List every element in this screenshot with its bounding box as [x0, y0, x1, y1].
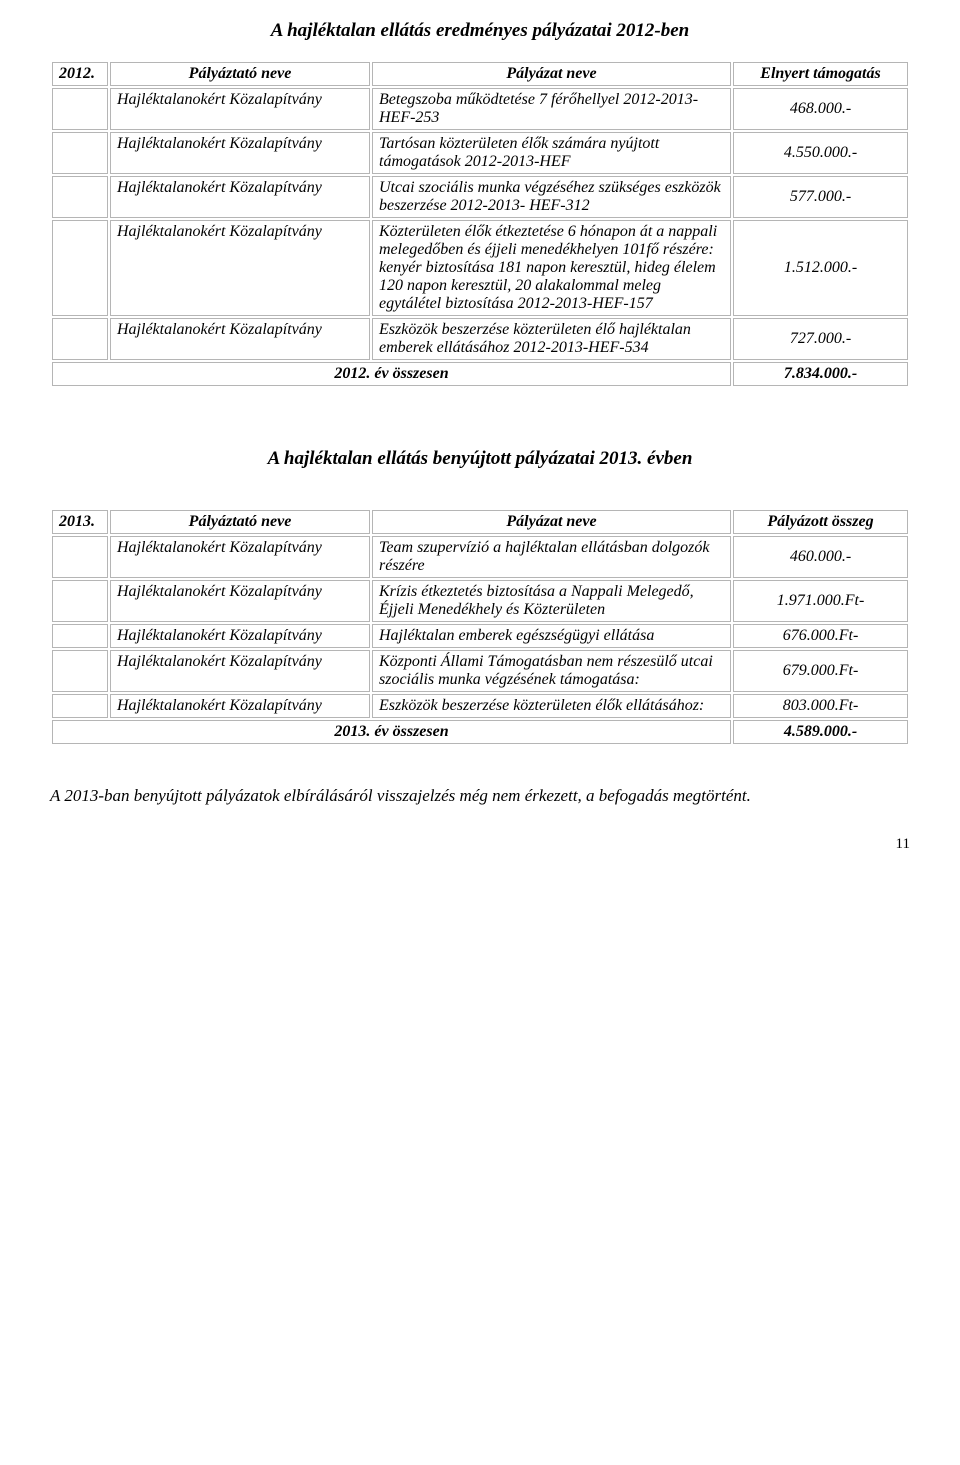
table-header-row: 2012. Pályáztató neve Pályázat neve Elny…: [52, 62, 908, 86]
header-amount: Pályázott összeg: [733, 510, 908, 534]
cell-org: Hajléktalanokért Közalapítvány: [110, 536, 370, 578]
cell-desc: Eszközök beszerzése közterületen élők el…: [372, 694, 731, 718]
section-1-title: A hajléktalan ellátás eredményes pályáza…: [50, 20, 910, 42]
table-row: Hajléktalanokért Közalapítvány Utcai szo…: [52, 176, 908, 218]
total-amount: 7.834.000.-: [733, 362, 908, 386]
header-org: Pályáztató neve: [110, 510, 370, 534]
cell-org: Hajléktalanokért Közalapítvány: [110, 88, 370, 130]
total-label: 2012. év összesen: [52, 362, 731, 386]
table-row: Hajléktalanokért Közalapítvány Eszközök …: [52, 318, 908, 360]
cell-desc: Közterületen élők étkeztetése 6 hónapon …: [372, 220, 731, 316]
cell-amount: 803.000.Ft-: [733, 694, 908, 718]
cell-desc: Betegszoba működtetése 7 férőhellyel 201…: [372, 88, 731, 130]
table-2013: 2013. Pályáztató neve Pályázat neve Pály…: [50, 508, 910, 746]
cell-desc: Hajléktalan emberek egészségügyi ellátás…: [372, 624, 731, 648]
table-2012: 2012. Pályáztató neve Pályázat neve Elny…: [50, 60, 910, 388]
cell-year: [52, 650, 108, 692]
cell-desc: Központi Állami Támogatásban nem részesü…: [372, 650, 731, 692]
table-row: Hajléktalanokért Közalapítvány Központi …: [52, 650, 908, 692]
cell-year: [52, 624, 108, 648]
cell-org: Hajléktalanokért Közalapítvány: [110, 624, 370, 648]
cell-amount: 1.512.000.-: [733, 220, 908, 316]
table-row: Hajléktalanokért Közalapítvány Betegszob…: [52, 88, 908, 130]
total-label: 2013. év összesen: [52, 720, 731, 744]
cell-year: [52, 694, 108, 718]
cell-year: [52, 536, 108, 578]
cell-org: Hajléktalanokért Közalapítvány: [110, 580, 370, 622]
cell-amount: 577.000.-: [733, 176, 908, 218]
cell-desc: Utcai szociális munka végzéséhez szükség…: [372, 176, 731, 218]
table-header-row: 2013. Pályáztató neve Pályázat neve Pály…: [52, 510, 908, 534]
cell-org: Hajléktalanokért Közalapítvány: [110, 176, 370, 218]
cell-org: Hajléktalanokért Közalapítvány: [110, 220, 370, 316]
cell-amount: 4.550.000.-: [733, 132, 908, 174]
table-row: Hajléktalanokért Közalapítvány Team szup…: [52, 536, 908, 578]
cell-year: [52, 88, 108, 130]
cell-year: [52, 132, 108, 174]
cell-amount: 1.971.000.Ft-: [733, 580, 908, 622]
header-desc: Pályázat neve: [372, 510, 731, 534]
cell-org: Hajléktalanokért Közalapítvány: [110, 318, 370, 360]
cell-desc: Eszközök beszerzése közterületen élő haj…: [372, 318, 731, 360]
cell-desc: Tartósan közterületen élők számára nyújt…: [372, 132, 731, 174]
total-row: 2013. év összesen 4.589.000.-: [52, 720, 908, 744]
cell-year: [52, 220, 108, 316]
cell-desc: Krízis étkeztetés biztosítása a Nappali …: [372, 580, 731, 622]
table-row: Hajléktalanokért Közalapítvány Tartósan …: [52, 132, 908, 174]
header-desc: Pályázat neve: [372, 62, 731, 86]
header-amount: Elnyert támogatás: [733, 62, 908, 86]
cell-org: Hajléktalanokért Közalapítvány: [110, 132, 370, 174]
total-amount: 4.589.000.-: [733, 720, 908, 744]
cell-amount: 727.000.-: [733, 318, 908, 360]
cell-amount: 676.000.Ft-: [733, 624, 908, 648]
cell-amount: 460.000.-: [733, 536, 908, 578]
closing-note: A 2013-ban benyújtott pályázatok elbírál…: [50, 786, 910, 806]
header-year: 2013.: [52, 510, 108, 534]
table-row: Hajléktalanokért Közalapítvány Krízis ét…: [52, 580, 908, 622]
cell-year: [52, 176, 108, 218]
header-org: Pályáztató neve: [110, 62, 370, 86]
page-number: 11: [50, 836, 910, 853]
total-row: 2012. év összesen 7.834.000.-: [52, 362, 908, 386]
header-year: 2012.: [52, 62, 108, 86]
section-2-title: A hajléktalan ellátás benyújtott pályáza…: [50, 448, 910, 470]
cell-year: [52, 580, 108, 622]
cell-amount: 468.000.-: [733, 88, 908, 130]
cell-amount: 679.000.Ft-: [733, 650, 908, 692]
cell-org: Hajléktalanokért Közalapítvány: [110, 694, 370, 718]
cell-year: [52, 318, 108, 360]
table-row: Hajléktalanokért Közalapítvány Hajléktal…: [52, 624, 908, 648]
cell-org: Hajléktalanokért Közalapítvány: [110, 650, 370, 692]
table-row: Hajléktalanokért Közalapítvány Közterüle…: [52, 220, 908, 316]
table-row: Hajléktalanokért Közalapítvány Eszközök …: [52, 694, 908, 718]
cell-desc: Team szupervízió a hajléktalan ellátásba…: [372, 536, 731, 578]
